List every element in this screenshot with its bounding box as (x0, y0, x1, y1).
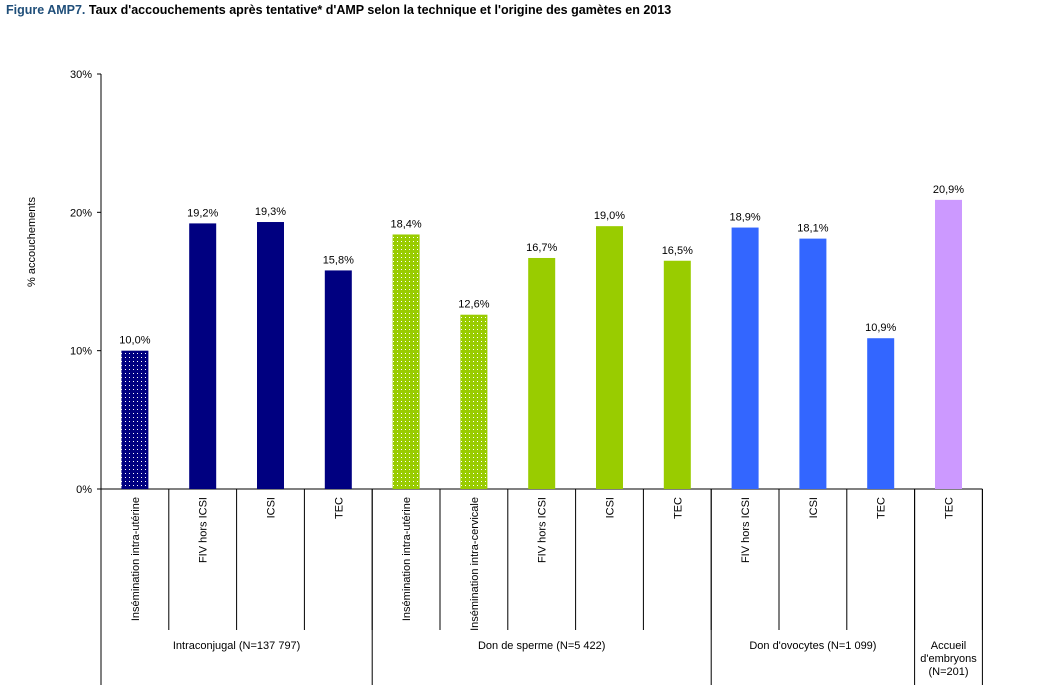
bar (257, 222, 284, 489)
data-label: 10,9% (865, 322, 896, 334)
y-tick-label: 20% (70, 207, 92, 219)
data-label: 18,9% (729, 212, 760, 224)
category-label: TEC (333, 497, 345, 519)
group-label: Don de sperme (N=5 422) (478, 640, 605, 652)
bar (596, 226, 623, 489)
group-label: Don d'ovocytes (N=1 099) (749, 640, 876, 652)
bar (121, 350, 149, 489)
group-label: Intraconjugal (N=137 797) (173, 640, 301, 652)
category-label: ICSI (808, 497, 820, 518)
figure-title-text: Taux d'accouchements après tentative* d'… (88, 3, 672, 17)
category-label: FIV hors ICSI (537, 497, 549, 563)
data-label: 15,8% (323, 254, 354, 266)
category-label: TEC (876, 497, 888, 519)
y-tick-label: 30% (70, 69, 92, 81)
y-axis-label: % accouchements (26, 197, 38, 287)
group-label: Accueil d'embryons (N=201) (920, 640, 977, 678)
data-label: 12,6% (458, 299, 489, 311)
category-label: FIV hors ICSI (198, 497, 210, 563)
bar (663, 260, 691, 489)
bar (324, 270, 352, 489)
category-label: TEC (672, 497, 684, 519)
bar (189, 223, 217, 489)
bar (392, 234, 420, 489)
figure-title: Figure AMP7. Taux d'accouchements après … (6, 3, 671, 17)
category-label: Insémination intra-utérine (130, 497, 142, 621)
bar (867, 338, 895, 489)
data-label: 18,1% (797, 223, 828, 235)
bar (528, 257, 556, 489)
category-label: ICSI (605, 497, 617, 518)
category-label: ICSI (266, 497, 278, 518)
bar (935, 199, 962, 489)
category-label: Insémination intra-utérine (401, 497, 413, 621)
bar (731, 227, 759, 490)
category-label: Insémination intra-cervicale (469, 497, 481, 631)
data-label: 19,0% (594, 210, 625, 222)
data-label: 19,2% (187, 207, 218, 219)
y-tick-label: 10% (70, 346, 92, 358)
y-tick-label: 0% (76, 484, 92, 496)
category-label: FIV hors ICSI (740, 497, 752, 563)
figure-prefix: Figure AMP7. (6, 3, 86, 17)
category-label: TEC (944, 497, 956, 519)
data-label: 20,9% (933, 184, 964, 196)
data-label: 18,4% (390, 218, 421, 230)
bar (799, 238, 827, 489)
bar (460, 314, 488, 489)
data-label: 16,7% (526, 242, 557, 254)
data-label: 16,5% (662, 245, 693, 257)
data-label: 10,0% (119, 335, 150, 347)
data-label: 19,3% (255, 206, 286, 218)
